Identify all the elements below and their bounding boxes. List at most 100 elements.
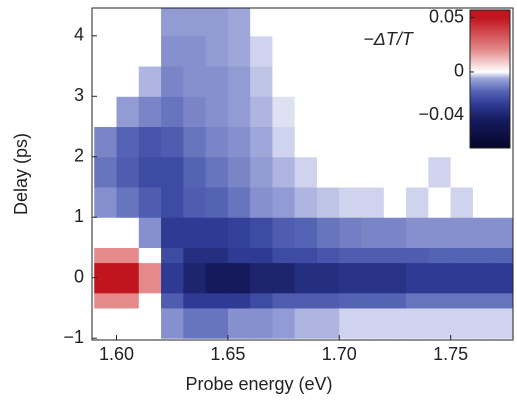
heatmap-cell — [361, 96, 385, 128]
heatmap-cell — [272, 217, 296, 248]
heatmap-cell — [339, 187, 363, 218]
heatmap-cell — [472, 187, 496, 218]
heatmap-cell — [450, 187, 474, 218]
heatmap-cell — [138, 126, 162, 158]
heatmap-cell — [383, 156, 407, 188]
heatmap-cell — [227, 217, 251, 248]
heatmap-cell — [450, 307, 474, 339]
heatmap-cell — [294, 217, 318, 248]
heatmap-cell — [138, 35, 162, 67]
heatmap-cell — [361, 262, 385, 294]
heatmap-cell — [406, 217, 429, 248]
heatmap-cell — [450, 66, 474, 97]
heatmap-cell — [383, 66, 407, 97]
heatmap-cell — [450, 126, 474, 158]
heatmap-cell — [339, 35, 363, 67]
heatmap-cell — [94, 217, 118, 248]
heatmap-cell — [138, 307, 162, 339]
heatmap-cell — [116, 156, 140, 188]
heatmap-cell — [361, 66, 385, 97]
heatmap-cell — [406, 262, 429, 294]
heatmap-cell — [316, 156, 340, 188]
heatmap-cell — [272, 8, 296, 37]
heatmap-cell — [116, 262, 140, 294]
heatmap-cell — [250, 35, 273, 67]
heatmap-cell — [250, 247, 273, 264]
heatmap-cell — [428, 217, 452, 248]
heatmap-cell — [294, 126, 318, 158]
heatmap-cell — [205, 247, 229, 264]
heatmap-cell — [361, 307, 385, 339]
heatmap-cell — [183, 217, 207, 248]
heatmap-cell — [428, 187, 452, 218]
heatmap-cell — [94, 35, 118, 67]
heatmap-cell — [183, 187, 207, 218]
heatmap-cell — [361, 292, 385, 309]
heatmap-cell — [250, 187, 273, 218]
heatmap-cell — [250, 307, 273, 339]
heatmap-cell — [94, 126, 118, 158]
heatmap-cell — [116, 8, 140, 37]
y-tick-label: 3 — [74, 85, 84, 105]
heatmap-cell — [316, 247, 340, 264]
heatmap-cell — [94, 96, 118, 128]
heatmap-cell — [428, 96, 452, 128]
heatmap-cell — [428, 262, 452, 294]
heatmap-cell — [361, 8, 385, 37]
heatmap-cell — [316, 292, 340, 309]
heatmap-cell — [161, 96, 184, 128]
heatmap-cell — [428, 292, 452, 309]
heatmap-cell — [183, 262, 207, 294]
heatmap-cell — [227, 262, 251, 294]
heatmap-cell — [361, 247, 385, 264]
heatmap-cell — [383, 35, 407, 67]
heatmap-cell — [406, 187, 429, 218]
heatmap-cell — [450, 35, 474, 67]
heatmap-cell — [161, 126, 184, 158]
heatmap-cell — [272, 247, 296, 264]
heatmap-cell — [94, 292, 118, 309]
heatmap-cell — [294, 66, 318, 97]
heatmap-cell — [205, 307, 229, 339]
heatmap-cell — [339, 292, 363, 309]
heatmap-cell — [406, 8, 429, 37]
heatmap-cell — [227, 247, 251, 264]
heatmap-cell — [250, 292, 273, 309]
heatmap-cell — [183, 35, 207, 67]
heatmap-cell — [495, 156, 514, 188]
x-tick-label: 1.60 — [99, 344, 134, 364]
heatmap-cell — [116, 307, 140, 339]
heatmap-cell — [472, 156, 496, 188]
heatmap-cell — [294, 292, 318, 309]
heatmap-cell — [316, 262, 340, 294]
heatmap-cell — [294, 187, 318, 218]
heatmap-cell — [383, 96, 407, 128]
heatmap-cell — [272, 187, 296, 218]
heatmap-cell — [450, 292, 474, 309]
heatmap-cell — [339, 126, 363, 158]
heatmap-cell — [138, 8, 162, 37]
heatmap-cell — [495, 187, 514, 218]
heatmap-cell — [183, 156, 207, 188]
heatmap-cell — [250, 156, 273, 188]
heatmap-cell — [406, 66, 429, 97]
heatmap-cell — [94, 307, 118, 339]
y-axis-label: Delay (ps) — [11, 133, 31, 215]
heatmap-cell — [383, 217, 407, 248]
heatmap — [94, 8, 514, 339]
heatmap-cell — [116, 247, 140, 264]
heatmap-cell — [116, 96, 140, 128]
heatmap-cell — [428, 126, 452, 158]
heatmap-cell — [161, 262, 184, 294]
heatmap-cell — [428, 66, 452, 97]
heatmap-cell — [183, 126, 207, 158]
heatmap-cell — [450, 217, 474, 248]
heatmap-cell — [94, 187, 118, 218]
heatmap-cell — [205, 217, 229, 248]
x-tick-label: 1.65 — [210, 344, 245, 364]
heatmap-cell — [138, 66, 162, 97]
heatmap-cell — [406, 307, 429, 339]
heatmap-cell — [406, 156, 429, 188]
heatmap-cell — [138, 217, 162, 248]
heatmap-cell — [116, 217, 140, 248]
